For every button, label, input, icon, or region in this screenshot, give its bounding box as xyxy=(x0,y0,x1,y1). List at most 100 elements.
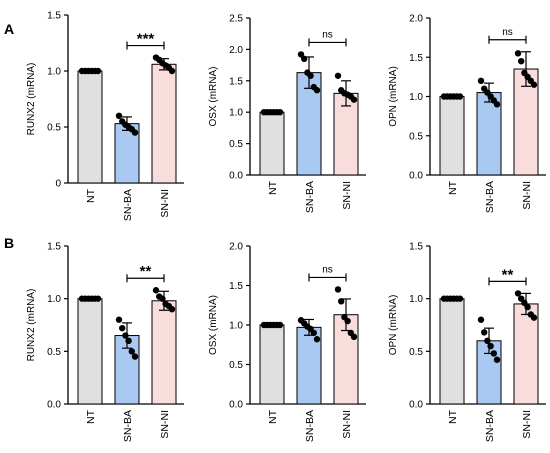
x-tick-label: NT xyxy=(447,409,459,424)
x-tick-label: NT xyxy=(267,180,279,195)
data-point xyxy=(297,51,305,58)
data-point xyxy=(530,314,538,321)
y-axis-title: OPN (mRNA) xyxy=(388,295,399,356)
data-point xyxy=(313,336,321,343)
y-axis-title: OSX (mRNA) xyxy=(208,295,219,355)
data-point xyxy=(125,337,132,344)
significance-label: ** xyxy=(140,263,152,280)
data-point xyxy=(128,348,135,355)
x-tick-label: SN-BA xyxy=(304,181,316,213)
bar-nt xyxy=(439,298,465,405)
data-point xyxy=(493,101,501,108)
y-tick-label: 1.5 xyxy=(47,242,61,253)
x-tick-label: NT xyxy=(85,188,97,203)
data-point xyxy=(493,356,501,363)
significance-label: ns xyxy=(322,29,333,40)
data-point xyxy=(514,50,522,57)
y-tick-label: 0.5 xyxy=(229,139,243,150)
y-tick-label: 1.5 xyxy=(409,242,423,253)
y-tick-label: 1.5 xyxy=(229,76,243,87)
y-tick-label: 1.0 xyxy=(47,67,61,78)
data-point xyxy=(350,333,358,341)
data-point xyxy=(481,329,488,336)
y-tick-label: 0 xyxy=(55,179,61,190)
x-tick-label: SN-NI xyxy=(521,410,533,439)
data-point xyxy=(530,81,538,88)
chart-a3: 0.0 0.5 1.0 1.5 2.0 OPN (mRNA) NT SN-BA SN-NI ns xyxy=(388,14,546,213)
data-point xyxy=(456,93,464,100)
x-tick-label: SN-NI xyxy=(341,410,353,439)
data-point xyxy=(350,96,358,103)
y-tick-label: 1.5 xyxy=(229,281,243,292)
y-tick-label: 0.0 xyxy=(47,400,61,411)
y-axis-title: OPN (mRNA) xyxy=(388,66,399,127)
data-point xyxy=(518,57,525,65)
data-point xyxy=(276,321,284,329)
x-tick-label: SN-BA xyxy=(122,189,134,221)
y-tick-label: 1.5 xyxy=(409,53,423,64)
significance-label: ns xyxy=(502,27,513,38)
data-point xyxy=(313,87,321,94)
data-point xyxy=(338,298,345,305)
panel-label-a: A xyxy=(4,21,14,37)
chart-b2: 0.0 0.5 1.0 1.5 2.0 OSX (mRNA) NT SN-BA SN-NI ns xyxy=(208,242,366,442)
data-point xyxy=(168,67,176,75)
chart-b1: 0.0 0.5 1.0 1.5 RUNX2 (mRNA) NT SN-BA SN-NI ** xyxy=(26,242,184,442)
y-tick-label: 0.5 xyxy=(47,123,61,134)
data-point xyxy=(131,353,139,360)
data-point xyxy=(484,337,491,344)
data-point xyxy=(456,295,464,302)
y-tick-label: 0.5 xyxy=(409,347,423,358)
charts-layer: 0 0.5 1.0 1.5 RUNX2 (mRNA) NT SN-BA SN-NI *** 0.0… xyxy=(26,11,546,442)
y-tick-label: 2.0 xyxy=(409,14,423,25)
x-tick-label: SN-NI xyxy=(159,410,171,439)
bar-nt xyxy=(259,324,285,405)
chart-a2: 0.0 0.5 1.0 1.5 2.0 2.5 OSX (mRNA) NT SN-BA SN-NI… xyxy=(208,14,366,213)
y-tick-label: 0.0 xyxy=(409,400,423,411)
data-point xyxy=(94,67,102,75)
data-point xyxy=(487,342,494,350)
x-tick-label: NT xyxy=(447,180,459,195)
data-point xyxy=(477,77,485,85)
x-tick-label: SN-BA xyxy=(484,181,496,213)
y-tick-label: 0.0 xyxy=(229,171,243,182)
chart-a1: 0 0.5 1.0 1.5 RUNX2 (mRNA) NT SN-BA SN-NI *** xyxy=(26,11,184,221)
x-tick-label: SN-NI xyxy=(159,189,171,218)
bar-sn-ni xyxy=(333,92,359,176)
data-point xyxy=(524,303,531,311)
significance-label: *** xyxy=(137,31,155,48)
data-point xyxy=(514,290,522,297)
significance-label: ns xyxy=(322,264,333,275)
bar-nt xyxy=(77,70,103,184)
y-tick-label: 0.5 xyxy=(47,347,61,358)
data-point xyxy=(477,316,485,323)
bar-sn-ni xyxy=(151,300,177,405)
data-point xyxy=(115,112,123,120)
y-tick-label: 2.0 xyxy=(229,45,243,56)
data-point xyxy=(307,72,314,79)
y-tick-label: 2.0 xyxy=(229,242,243,253)
bar-nt xyxy=(77,298,103,405)
x-tick-label: NT xyxy=(267,409,279,424)
y-tick-label: 1.0 xyxy=(409,294,423,305)
data-point xyxy=(168,306,176,313)
y-tick-label: 0.5 xyxy=(229,360,243,371)
bar-nt xyxy=(259,111,285,176)
data-point xyxy=(159,295,166,302)
data-point xyxy=(152,287,160,294)
y-tick-label: 0.5 xyxy=(409,131,423,142)
data-point xyxy=(301,55,308,63)
y-tick-label: 0.0 xyxy=(229,400,243,411)
x-tick-label: SN-BA xyxy=(122,410,134,442)
data-point xyxy=(490,350,497,357)
y-axis-title: RUNX2 (mRNA) xyxy=(26,63,37,136)
y-tick-label: 1.0 xyxy=(229,108,243,119)
y-tick-label: 1.0 xyxy=(409,92,423,103)
x-tick-label: SN-BA xyxy=(304,410,316,442)
y-axis-title: OSX (mRNA) xyxy=(208,67,219,127)
data-point xyxy=(115,316,123,323)
data-point xyxy=(119,324,126,332)
data-point xyxy=(122,332,129,339)
x-tick-label: NT xyxy=(85,409,97,424)
significance-label: ** xyxy=(502,266,514,283)
